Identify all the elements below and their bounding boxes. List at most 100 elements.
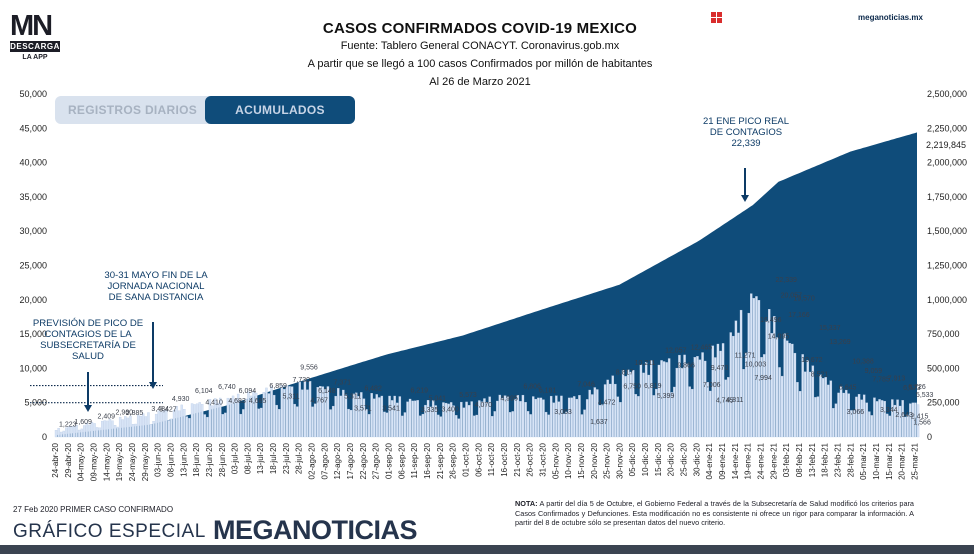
daily-value-label: 4,472: [598, 399, 616, 406]
left-axis-tick-label: 10,000: [19, 363, 47, 373]
x-tick-label: 14-ene-21: [731, 442, 740, 479]
daily-bar: [801, 354, 804, 438]
x-tick-label: 30-nov-20: [615, 442, 624, 479]
tab-acumulados[interactable]: ACUMULADOS: [205, 96, 355, 124]
daily-value-label: 6,806: [523, 383, 541, 390]
left-axis-tick-label: 25,000: [19, 261, 47, 271]
daily-bar: [888, 415, 892, 438]
mn-logo[interactable]: MN DESCARGA LA APP: [10, 12, 60, 61]
daily-bar: [650, 360, 653, 438]
daily-bar: [124, 416, 127, 438]
daily-value-label: 9,866: [677, 362, 695, 369]
daily-value-label: 4,767: [310, 397, 328, 404]
daily-bar: [701, 352, 704, 438]
daily-bar: [324, 389, 327, 438]
grafico-especial-label: GRÁFICO ESPECIAL: [13, 521, 206, 542]
daily-value-label: 6,645: [839, 384, 857, 391]
daily-bar: [852, 410, 856, 438]
site-url[interactable]: meganoticias.mx: [858, 13, 923, 22]
daily-value-label: 14,095: [768, 333, 790, 340]
daily-bar: [886, 413, 889, 438]
daily-bar: [862, 394, 866, 438]
daily-bar: [188, 418, 191, 438]
daily-value-label: 1,223: [59, 422, 77, 429]
daily-bar: [208, 399, 212, 438]
x-tick-label: 04-ene-21: [705, 442, 714, 479]
meganoticias-logo[interactable]: MEGANOTICIAS: [213, 515, 418, 545]
x-tick-label: 18-jun-20: [192, 442, 201, 476]
daily-bar: [375, 394, 378, 438]
daily-bar: [506, 396, 509, 438]
x-tick-label: 03-jul-20: [231, 442, 240, 474]
daily-bar: [278, 409, 281, 438]
x-tick-label: 16-oct-20: [500, 442, 509, 476]
daily-bar: [311, 406, 314, 438]
daily-bar: [526, 411, 530, 438]
daily-bar: [691, 388, 694, 438]
daily-bar: [367, 414, 371, 438]
daily-value-label: 5,573: [459, 392, 477, 399]
daily-bar: [765, 320, 768, 438]
daily-bar: [883, 400, 886, 438]
daily-bar: [198, 402, 201, 438]
daily-bar: [596, 389, 599, 438]
x-tick-label: 08-jun-20: [166, 442, 175, 476]
daily-bar: [108, 419, 112, 438]
right-axis-tick-label: 250,000: [927, 398, 960, 408]
x-tick-label: 03-jun-20: [154, 442, 163, 476]
daily-bar: [606, 379, 609, 438]
daily-bar: [634, 394, 638, 438]
daily-bar: [757, 300, 761, 438]
daily-bar: [221, 414, 225, 438]
daily-bar: [457, 418, 461, 438]
daily-bar: [734, 320, 738, 438]
daily-bar: [355, 392, 358, 438]
grid-icon[interactable]: [711, 12, 722, 23]
daily-value-label: 5,311: [283, 394, 300, 401]
daily-bar: [234, 399, 237, 438]
daily-bar: [247, 391, 250, 438]
daily-bar: [547, 414, 550, 438]
daily-bar: [737, 332, 740, 438]
daily-bar: [501, 397, 504, 438]
daily-bar: [549, 395, 553, 438]
daily-bar: [567, 397, 571, 438]
daily-bar: [783, 333, 786, 438]
daily-bar: [272, 394, 276, 438]
daily-bar: [614, 383, 617, 438]
daily-bar: [503, 395, 507, 438]
daily-bar: [262, 392, 266, 438]
footnote: NOTA: A partir del día 5 de Octubre, el …: [515, 499, 914, 528]
right-axis-tick-label: 500,000: [927, 363, 960, 373]
x-tick-label: 26-oct-20: [526, 442, 535, 476]
x-tick-label: 20-mar-21: [898, 442, 907, 479]
daily-bar: [875, 401, 879, 438]
daily-bar: [721, 343, 725, 438]
daily-value-label: 16,496: [760, 317, 782, 324]
x-tick-label: 24-abr-20: [51, 442, 60, 477]
x-tick-label: 13-jun-20: [179, 442, 188, 476]
daily-bar: [629, 371, 632, 438]
x-tick-label: 25-dic-20: [680, 442, 689, 476]
daily-value-label: 4,745: [716, 397, 734, 404]
daily-value-label: 2,409: [98, 414, 116, 421]
x-tick-label: 18-feb-21: [821, 442, 830, 477]
daily-bar: [868, 411, 871, 438]
daily-bar: [419, 415, 422, 438]
daily-bar: [252, 391, 255, 438]
daily-bar: [842, 392, 845, 438]
daily-bar: [670, 392, 673, 438]
daily-bar: [483, 398, 486, 438]
x-tick-label: 24-may-20: [128, 442, 137, 481]
daily-bar: [647, 374, 650, 438]
daily-bar: [167, 420, 171, 438]
daily-bar: [601, 404, 604, 438]
x-tick-label: 30-dic-20: [692, 442, 701, 476]
daily-bar: [839, 386, 843, 438]
bottom-bar: [0, 545, 974, 554]
arrow-pico-head: [741, 195, 749, 202]
daily-value-label: 1,637: [590, 419, 608, 426]
tab-registros-diarios[interactable]: REGISTROS DIARIOS: [67, 103, 198, 117]
daily-bar: [401, 415, 404, 438]
